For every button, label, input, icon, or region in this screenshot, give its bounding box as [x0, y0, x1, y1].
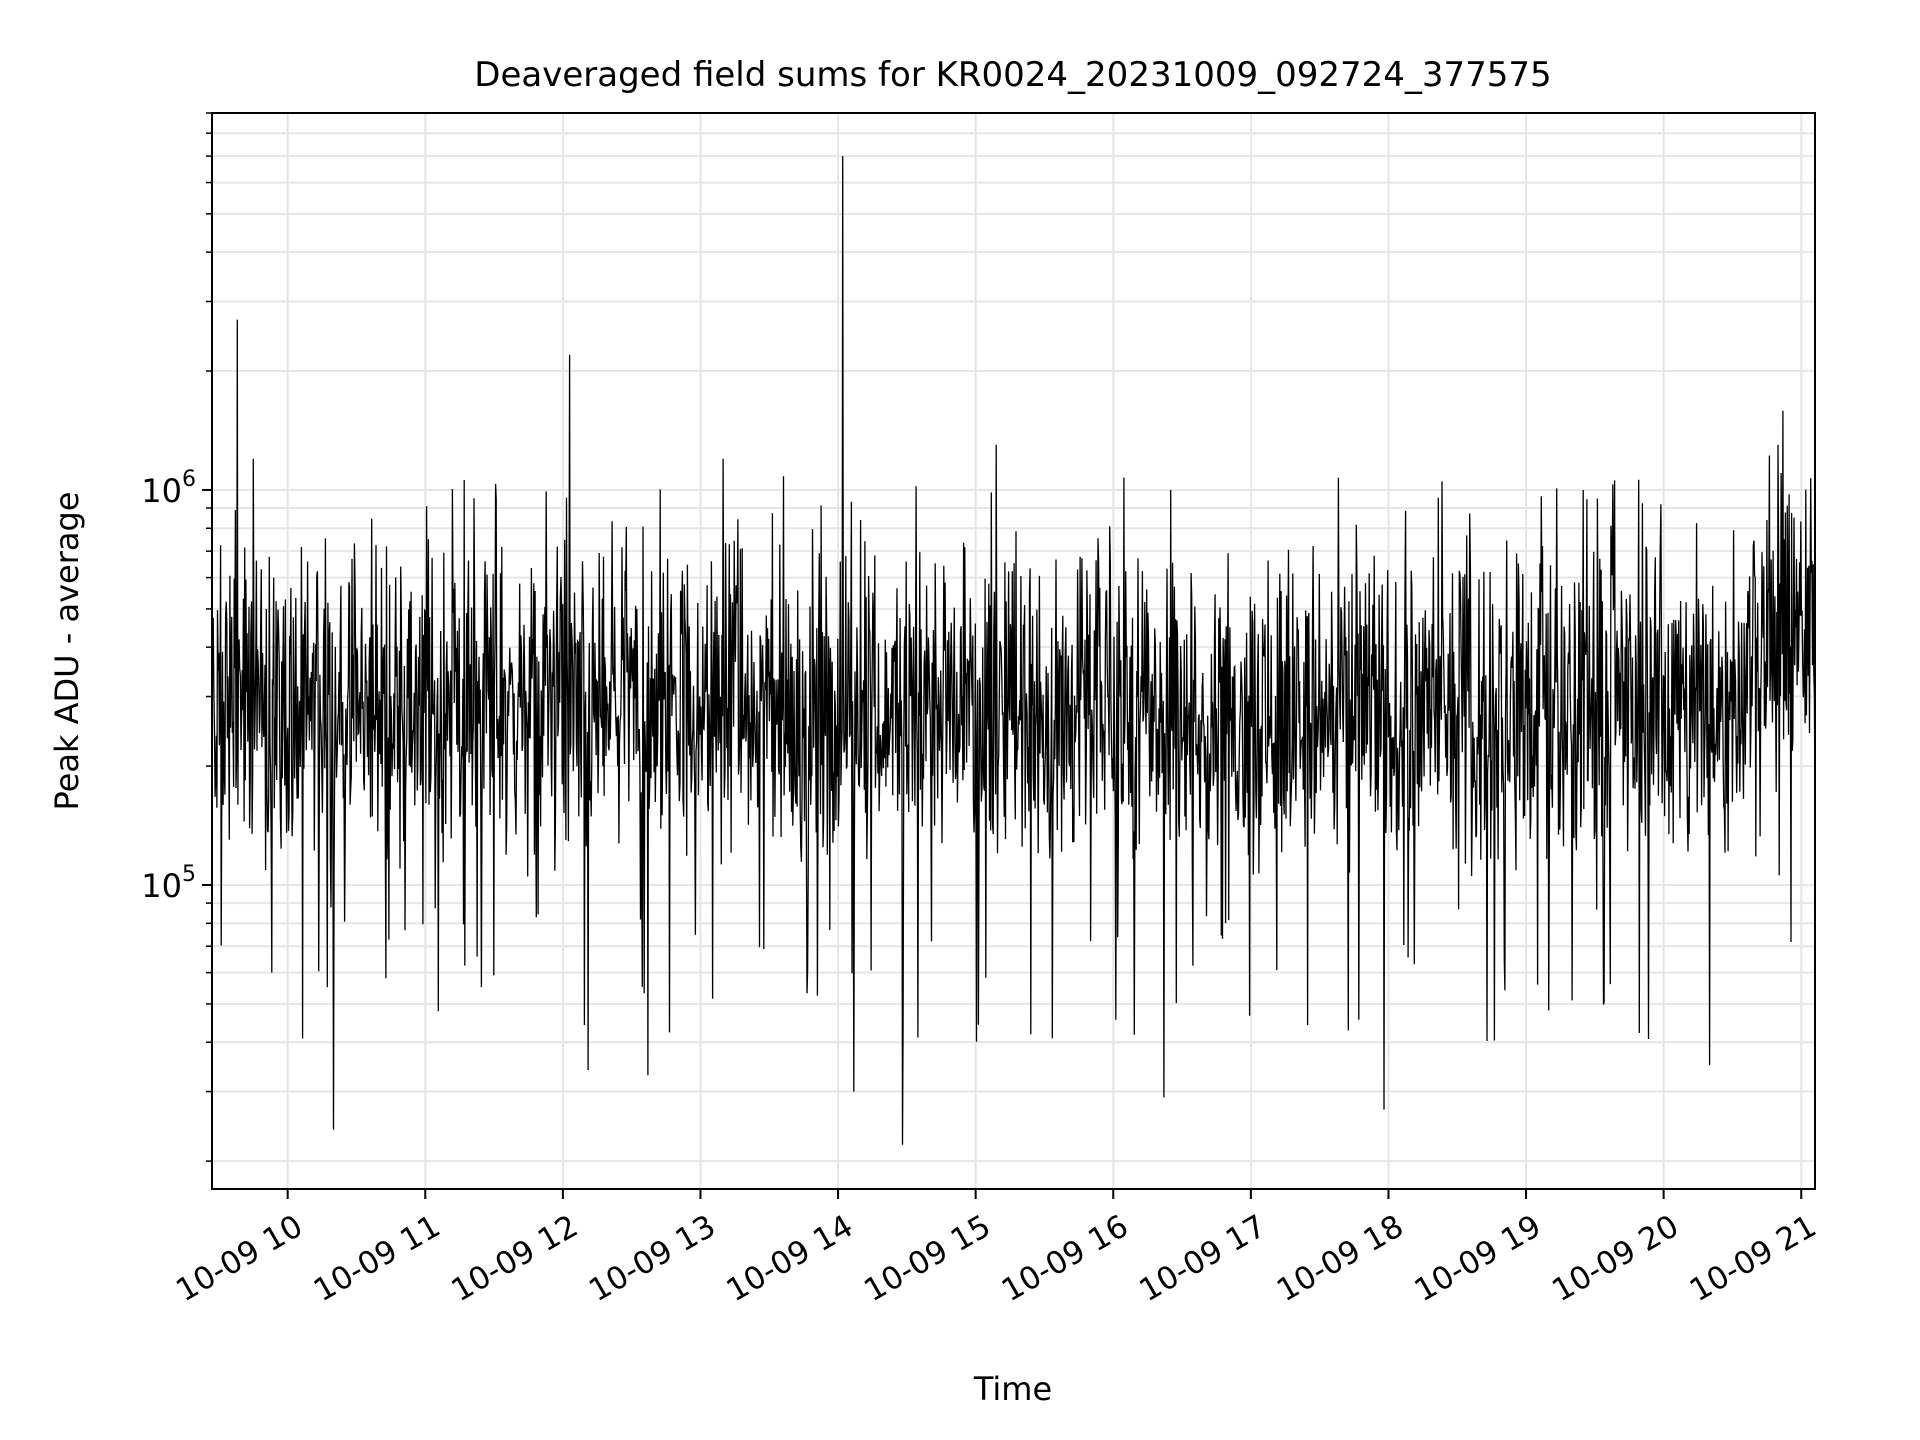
y-tick-label: 106 [141, 467, 196, 510]
y-tick-label: 105 [141, 862, 196, 905]
chart-title: Deaveraged field sums for KR0024_2023100… [474, 55, 1551, 95]
series-line [211, 156, 1816, 1145]
plot-frame [211, 112, 1816, 1190]
x-axis-label: Time [973, 1370, 1052, 1408]
y-axis: 105 106 [141, 467, 196, 905]
y-axis-label: Peak ADU - average [48, 492, 86, 811]
